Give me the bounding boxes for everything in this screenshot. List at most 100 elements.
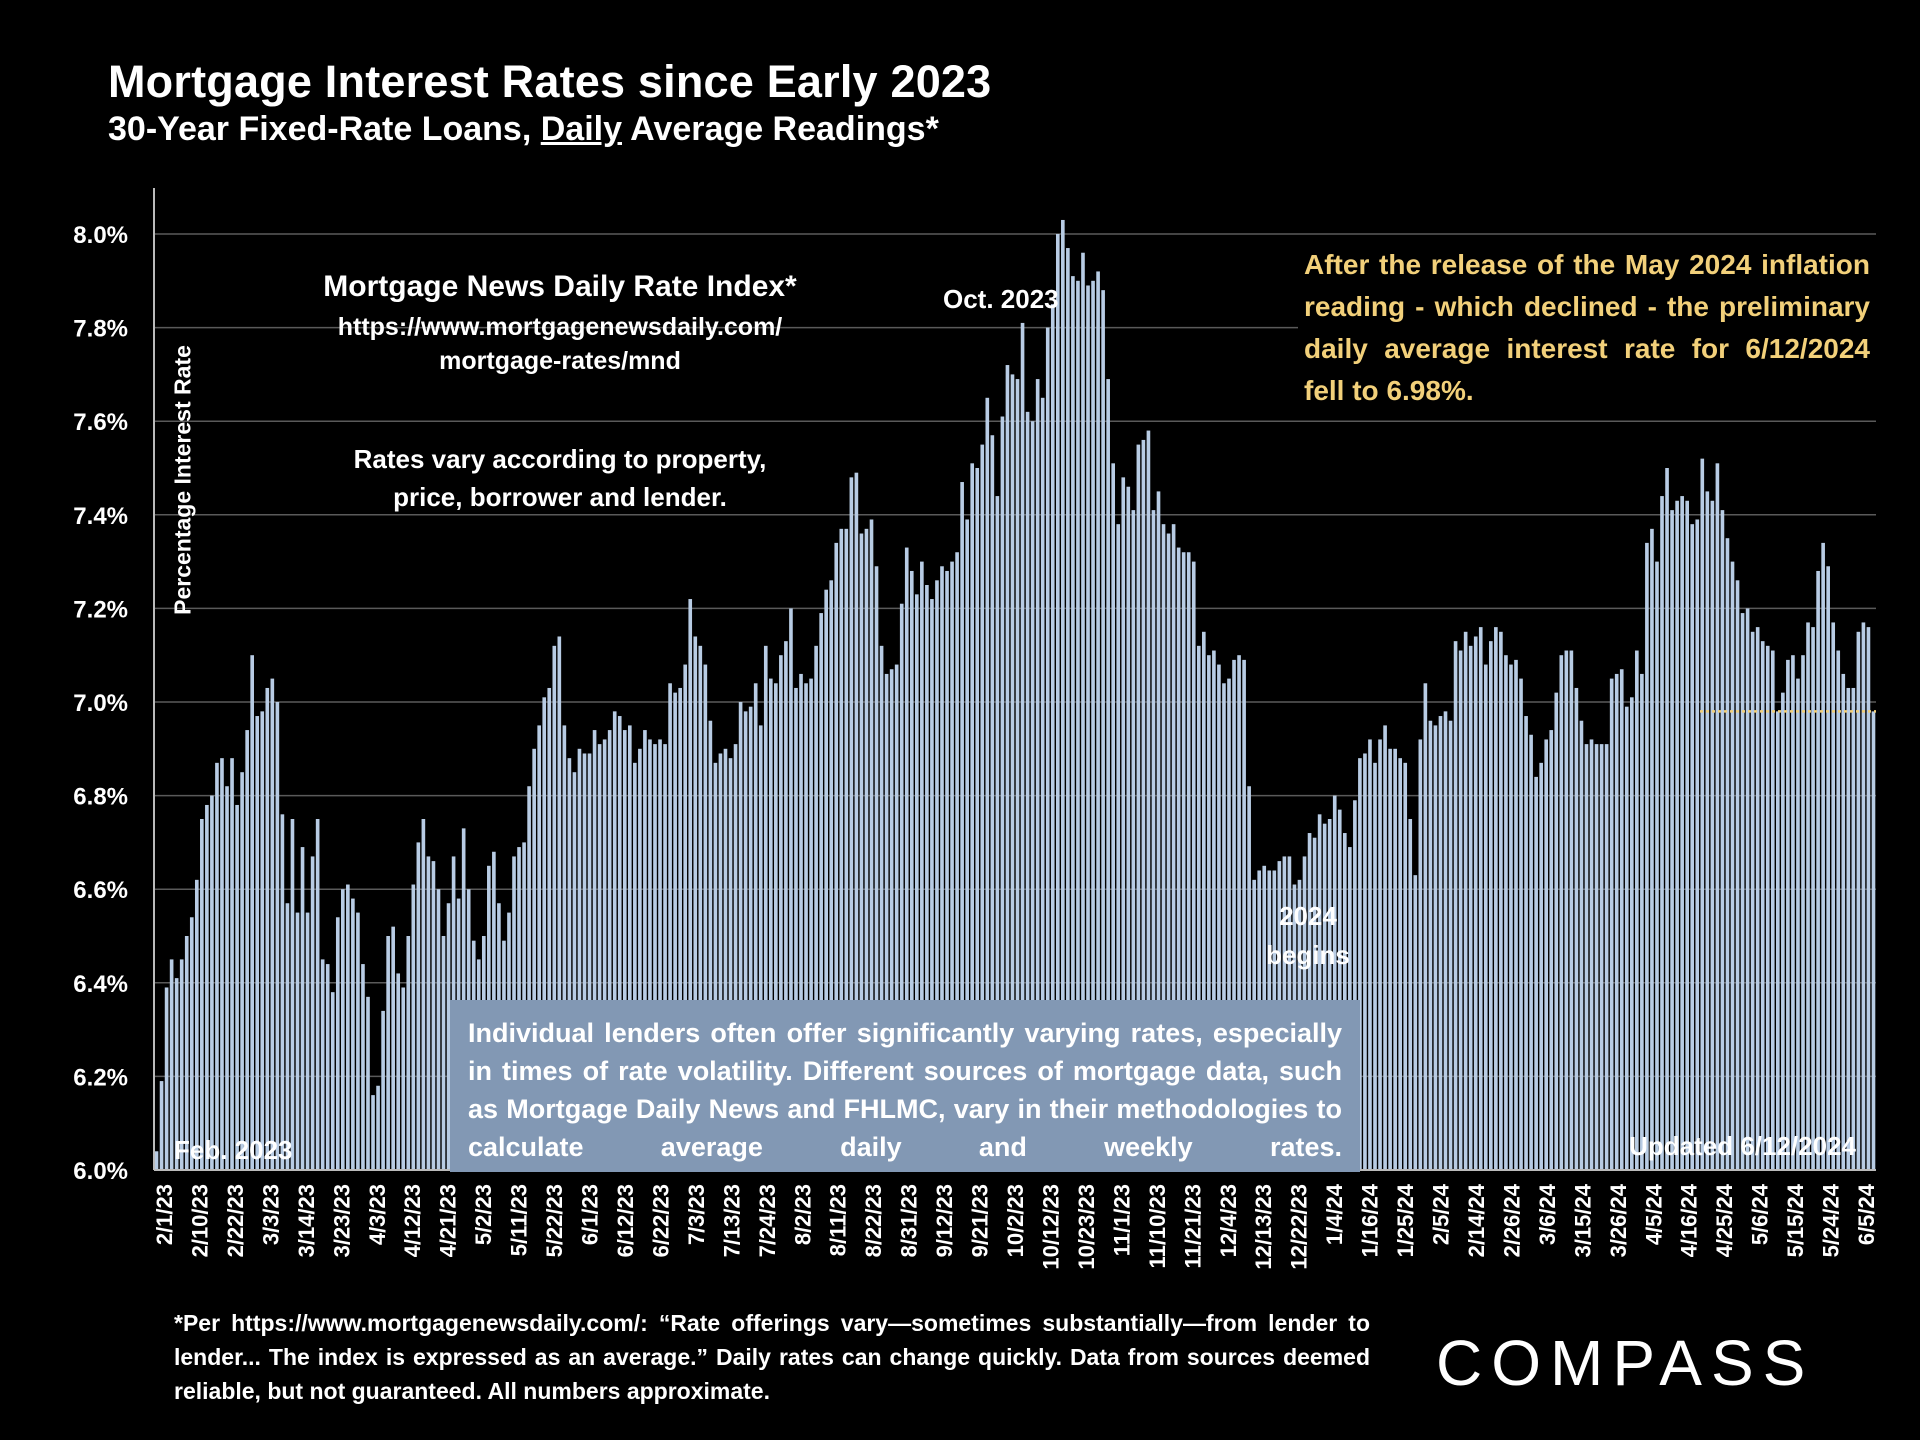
bar (341, 889, 345, 1170)
x-tick-label: 6/5/24 (1854, 1183, 1879, 1245)
bar (1237, 655, 1241, 1170)
bar (1806, 622, 1810, 1170)
bar (1640, 673, 1644, 1170)
bar (1448, 720, 1453, 1170)
bar (194, 879, 199, 1170)
bar (1685, 500, 1689, 1170)
bar (683, 664, 688, 1170)
bar (1483, 664, 1488, 1170)
bar (431, 861, 436, 1170)
bar (396, 973, 401, 1170)
x-tick-label: 1/4/24 (1322, 1183, 1347, 1245)
bar (1247, 786, 1251, 1170)
bar (1846, 687, 1851, 1170)
bar (643, 730, 647, 1170)
bar (1191, 561, 1196, 1170)
bar (441, 936, 446, 1170)
y-tick-label: 7.2% (73, 596, 128, 623)
bar (346, 884, 350, 1170)
bar (1670, 510, 1674, 1170)
bar (779, 655, 783, 1170)
bar (1373, 762, 1377, 1170)
bar (909, 570, 914, 1170)
bar (814, 645, 818, 1170)
bar (255, 716, 260, 1170)
bar (1700, 458, 1705, 1170)
x-tick-label: 8/22/23 (861, 1184, 886, 1257)
bar (799, 673, 803, 1170)
bar (1035, 379, 1040, 1171)
bar (557, 636, 562, 1170)
bar (789, 608, 793, 1170)
bar (592, 730, 597, 1170)
bar (1796, 678, 1800, 1170)
bar (930, 599, 934, 1170)
bar (985, 397, 990, 1170)
bar (1086, 285, 1090, 1171)
bar (1217, 664, 1221, 1170)
bar (874, 566, 879, 1170)
bar (693, 636, 698, 1170)
bar (1030, 421, 1035, 1170)
bar (1851, 687, 1856, 1170)
bar (1332, 795, 1337, 1170)
bar (325, 964, 330, 1170)
x-tick-label: 4/5/24 (1641, 1183, 1666, 1245)
bar (1005, 365, 1010, 1170)
bar (461, 828, 466, 1170)
bar (854, 472, 859, 1170)
bar (1076, 280, 1080, 1170)
bar (738, 702, 743, 1170)
x-tick-label: 6/22/23 (648, 1184, 673, 1257)
bar (1025, 411, 1030, 1171)
x-tick-label: 8/31/23 (897, 1184, 922, 1257)
bar (628, 725, 632, 1170)
subtitle-underlined: Daily (540, 110, 622, 148)
bar (965, 519, 969, 1170)
bar (1791, 655, 1795, 1170)
bar (1514, 659, 1518, 1170)
bar (275, 702, 280, 1170)
bar (220, 758, 224, 1170)
bar (713, 762, 718, 1170)
bar (376, 1085, 380, 1170)
bar (1534, 776, 1538, 1170)
bar (552, 645, 557, 1170)
bar (210, 795, 214, 1170)
bar (174, 978, 179, 1170)
bar (537, 725, 541, 1170)
bar (688, 599, 693, 1170)
source-note: Rates vary according to property, price,… (353, 444, 767, 512)
bar (1222, 683, 1226, 1170)
bar (406, 936, 411, 1170)
bar (361, 964, 365, 1170)
y-tick-label: 6.8% (73, 784, 128, 811)
bar (1383, 725, 1387, 1170)
bar (285, 903, 290, 1170)
bar (859, 533, 864, 1170)
bar (351, 898, 355, 1170)
bar (1368, 739, 1372, 1170)
y-tick-label: 6.4% (73, 971, 128, 998)
bar (1358, 758, 1362, 1170)
bar (154, 1151, 159, 1170)
bar (320, 959, 325, 1170)
x-tick-label: 6/1/23 (578, 1184, 603, 1245)
disclaimer-text: Individual lenders often offer significa… (468, 1018, 1342, 1162)
bar (763, 645, 768, 1170)
bar (1040, 397, 1045, 1170)
x-tick-label: 8/2/23 (790, 1184, 815, 1245)
x-tick-label: 5/6/24 (1748, 1183, 1773, 1245)
chart-title: Mortgage Interest Rates since Early 2023 (108, 56, 992, 107)
bar (1322, 823, 1327, 1170)
y-tick-label: 8.0% (73, 222, 128, 249)
bar (1816, 570, 1820, 1170)
updated-annotation: Updated 6/12/2024 (1629, 1131, 1856, 1161)
y-axis-label: Percentage Interest Rate (169, 345, 196, 615)
bar (184, 936, 189, 1170)
bar (1574, 687, 1579, 1170)
bar (1071, 276, 1075, 1170)
bar (1045, 327, 1050, 1171)
bar (1176, 547, 1181, 1170)
bar (1629, 697, 1634, 1170)
